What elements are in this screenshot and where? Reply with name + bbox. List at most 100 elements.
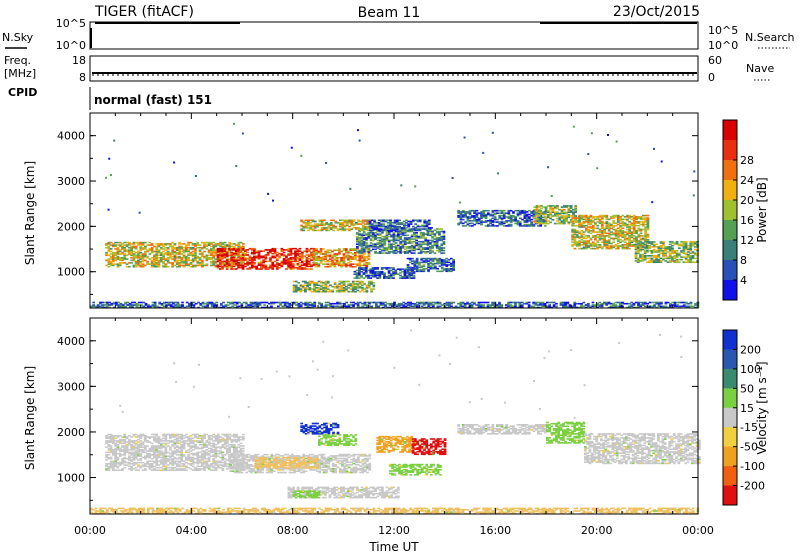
data-cell	[342, 248, 346, 250]
data-cell	[664, 302, 668, 305]
data-cell	[689, 257, 693, 260]
data-cell	[324, 265, 327, 268]
data-cell	[470, 301, 474, 304]
data-cell	[194, 264, 197, 267]
data-cell	[406, 252, 409, 254]
data-cell	[364, 268, 368, 270]
data-cell	[392, 238, 396, 240]
data-cell	[275, 255, 279, 258]
data-cell	[540, 207, 543, 210]
data-cell	[294, 258, 297, 260]
data-cell	[408, 251, 412, 253]
data-cell	[693, 253, 697, 256]
data-cell	[436, 267, 439, 270]
data-cell	[669, 305, 672, 308]
data-cell	[315, 249, 318, 251]
data-cell	[345, 224, 349, 227]
data-cell	[574, 205, 578, 207]
data-cell	[571, 241, 574, 243]
data-cell	[614, 245, 618, 247]
data-cell	[325, 229, 328, 232]
data-cell	[139, 258, 143, 260]
data-cell	[292, 290, 296, 293]
data-cell	[452, 265, 455, 267]
data-cell	[167, 302, 171, 305]
data-cell	[616, 305, 620, 308]
data-cell	[163, 305, 166, 308]
data-cell	[440, 264, 444, 266]
data-cell	[459, 212, 463, 214]
data-cell	[241, 256, 245, 259]
data-cell	[571, 231, 574, 233]
data-cell	[668, 255, 672, 257]
data-cell	[671, 242, 674, 244]
data-cell	[410, 230, 414, 233]
data-cell	[573, 247, 577, 250]
data-cell	[400, 302, 403, 305]
data-cell	[619, 232, 622, 235]
data-cell	[258, 302, 262, 305]
data-cell	[230, 247, 233, 250]
data-cell	[383, 244, 387, 247]
data-cell	[328, 249, 332, 251]
data-cell	[325, 222, 328, 224]
data-cell	[639, 248, 642, 251]
data-cell	[256, 302, 260, 305]
data-cell	[313, 227, 317, 229]
data-cell	[139, 257, 143, 259]
data-cell	[632, 224, 636, 227]
data-cell	[605, 241, 609, 243]
data-cell	[178, 250, 181, 253]
stray-cell	[108, 157, 111, 160]
data-cell	[194, 249, 197, 251]
data-cell	[315, 283, 319, 285]
data-cell	[628, 241, 631, 243]
data-cell	[162, 257, 165, 259]
data-cell	[614, 230, 618, 232]
data-cell	[493, 225, 497, 227]
data-cell	[399, 232, 402, 234]
data-cell	[435, 237, 439, 239]
data-cell	[505, 216, 508, 218]
data-cell	[563, 211, 566, 213]
data-cell	[349, 283, 353, 285]
data-cell	[110, 304, 114, 306]
data-cell	[533, 212, 536, 215]
data-cell	[637, 233, 641, 236]
data-cell	[241, 249, 245, 251]
data-cell	[375, 302, 378, 305]
data-cell	[338, 262, 341, 264]
data-cell	[354, 251, 357, 254]
data-cell	[333, 282, 337, 284]
data-cell	[370, 282, 373, 284]
data-cell	[558, 219, 562, 221]
data-cell	[121, 243, 124, 245]
data-cell	[175, 249, 179, 251]
data-cell	[461, 214, 465, 217]
data-cell	[689, 302, 693, 305]
data-cell	[312, 250, 316, 252]
data-cell	[475, 218, 479, 221]
data-cell	[355, 276, 359, 278]
data-cell	[351, 283, 355, 285]
data-cell	[191, 259, 195, 262]
data-cell	[358, 234, 361, 237]
data-cell	[274, 301, 278, 304]
data-cell	[116, 253, 120, 255]
data-cell	[642, 237, 645, 240]
data-cell	[372, 284, 376, 287]
data-cell	[339, 219, 342, 222]
data-cell	[537, 221, 540, 223]
data-cell	[150, 259, 154, 262]
data-cell	[418, 301, 421, 304]
data-cell	[329, 284, 332, 287]
data-cell	[425, 220, 429, 223]
data-cell	[567, 213, 571, 216]
data-cell	[644, 217, 647, 219]
data-cell	[212, 263, 216, 265]
data-cell	[128, 244, 131, 246]
data-cell	[225, 261, 229, 264]
data-cell	[650, 246, 654, 248]
data-cell	[269, 264, 272, 266]
data-cell	[328, 264, 332, 267]
